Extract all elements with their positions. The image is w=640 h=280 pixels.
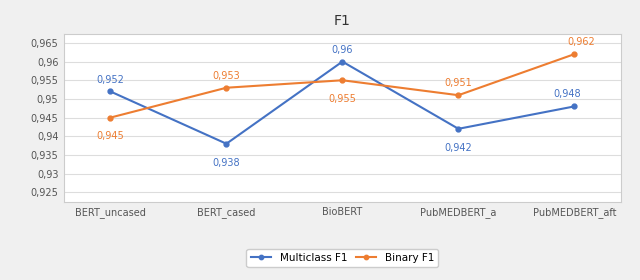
Multiclass F1 [106, 90, 114, 93]
Text: 0,952: 0,952 [97, 74, 124, 85]
Multiclass F1 [571, 105, 579, 108]
Text: 0,948: 0,948 [554, 89, 581, 99]
Text: 0,953: 0,953 [212, 71, 240, 81]
Multiclass F1 [454, 127, 462, 130]
Binary F1 [571, 52, 579, 56]
Line: Binary F1: Binary F1 [108, 52, 577, 120]
Legend: Multiclass F1, Binary F1: Multiclass F1, Binary F1 [246, 249, 438, 267]
Binary F1 [223, 86, 230, 89]
Binary F1 [454, 94, 462, 97]
Text: 0,945: 0,945 [97, 132, 124, 141]
Text: 0,96: 0,96 [332, 45, 353, 55]
Multiclass F1 [339, 60, 346, 63]
Text: 0,942: 0,942 [445, 143, 472, 153]
Title: F1: F1 [334, 14, 351, 28]
Text: 0,938: 0,938 [212, 158, 240, 168]
Text: 0,962: 0,962 [568, 37, 595, 47]
Binary F1 [339, 79, 346, 82]
Text: 0,951: 0,951 [445, 78, 472, 88]
Multiclass F1 [223, 142, 230, 145]
Binary F1 [106, 116, 114, 119]
Line: Multiclass F1: Multiclass F1 [108, 59, 577, 146]
Text: 0,955: 0,955 [328, 94, 356, 104]
